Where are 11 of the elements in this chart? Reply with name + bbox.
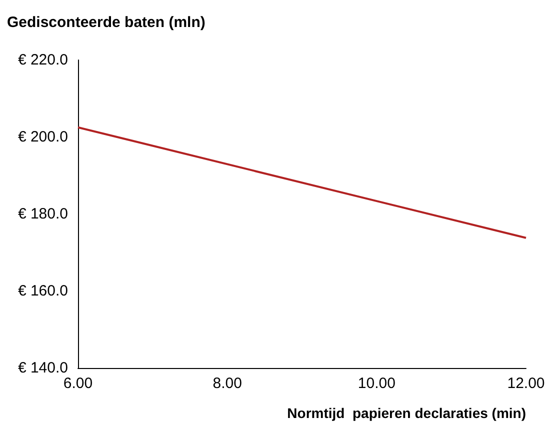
y-tick-label: € 140.0 (18, 360, 68, 376)
x-tick-label: 12.00 (507, 375, 545, 392)
x-tick-label: 10.00 (358, 375, 396, 392)
x-tick-label: 8.00 (212, 375, 242, 392)
y-tick-label: € 200.0 (18, 128, 68, 146)
x-axis-title: Normtijd papieren declaraties (min) (287, 405, 526, 421)
y-tick-label: € 220.0 (18, 52, 68, 68)
x-tick-label: 6.00 (63, 375, 93, 392)
y-tick-label: € 160.0 (18, 282, 68, 300)
y-tick-label: € 180.0 (18, 206, 68, 222)
y-axis-title: Gedisconteerde baten (mln) (7, 14, 206, 31)
